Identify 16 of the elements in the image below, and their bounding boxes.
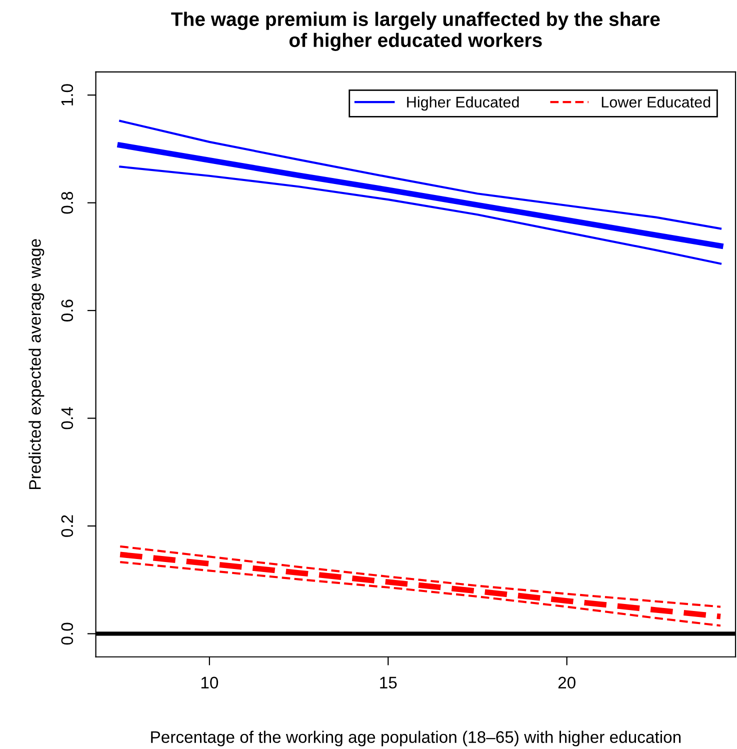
y-tick-label: 1.0	[61, 84, 74, 106]
legend-label: Lower Educated	[602, 96, 710, 108]
y-tick-label: 0.6	[61, 300, 74, 322]
y-axis-title: Predicted expected average wage	[28, 239, 44, 490]
x-tick-label: 15	[380, 676, 397, 689]
line-series	[119, 166, 722, 265]
x-tick-label: 10	[201, 676, 218, 689]
y-tick-label: 0.0	[61, 622, 74, 645]
line-series	[119, 120, 722, 230]
x-axis-title: Percentage of the working age population (18–65) with higher education	[151, 730, 681, 746]
y-tick-label: 0.4	[61, 407, 74, 430]
legend-label: Higher Educated	[407, 96, 519, 111]
y-tick-label: 0.2	[61, 515, 74, 537]
y-tick-label: 0.8	[61, 192, 74, 214]
chart-title: The wage premium is largely unaffected by the share of higher educated workers	[171, 12, 660, 52]
x-tick-label: 20	[558, 676, 576, 689]
